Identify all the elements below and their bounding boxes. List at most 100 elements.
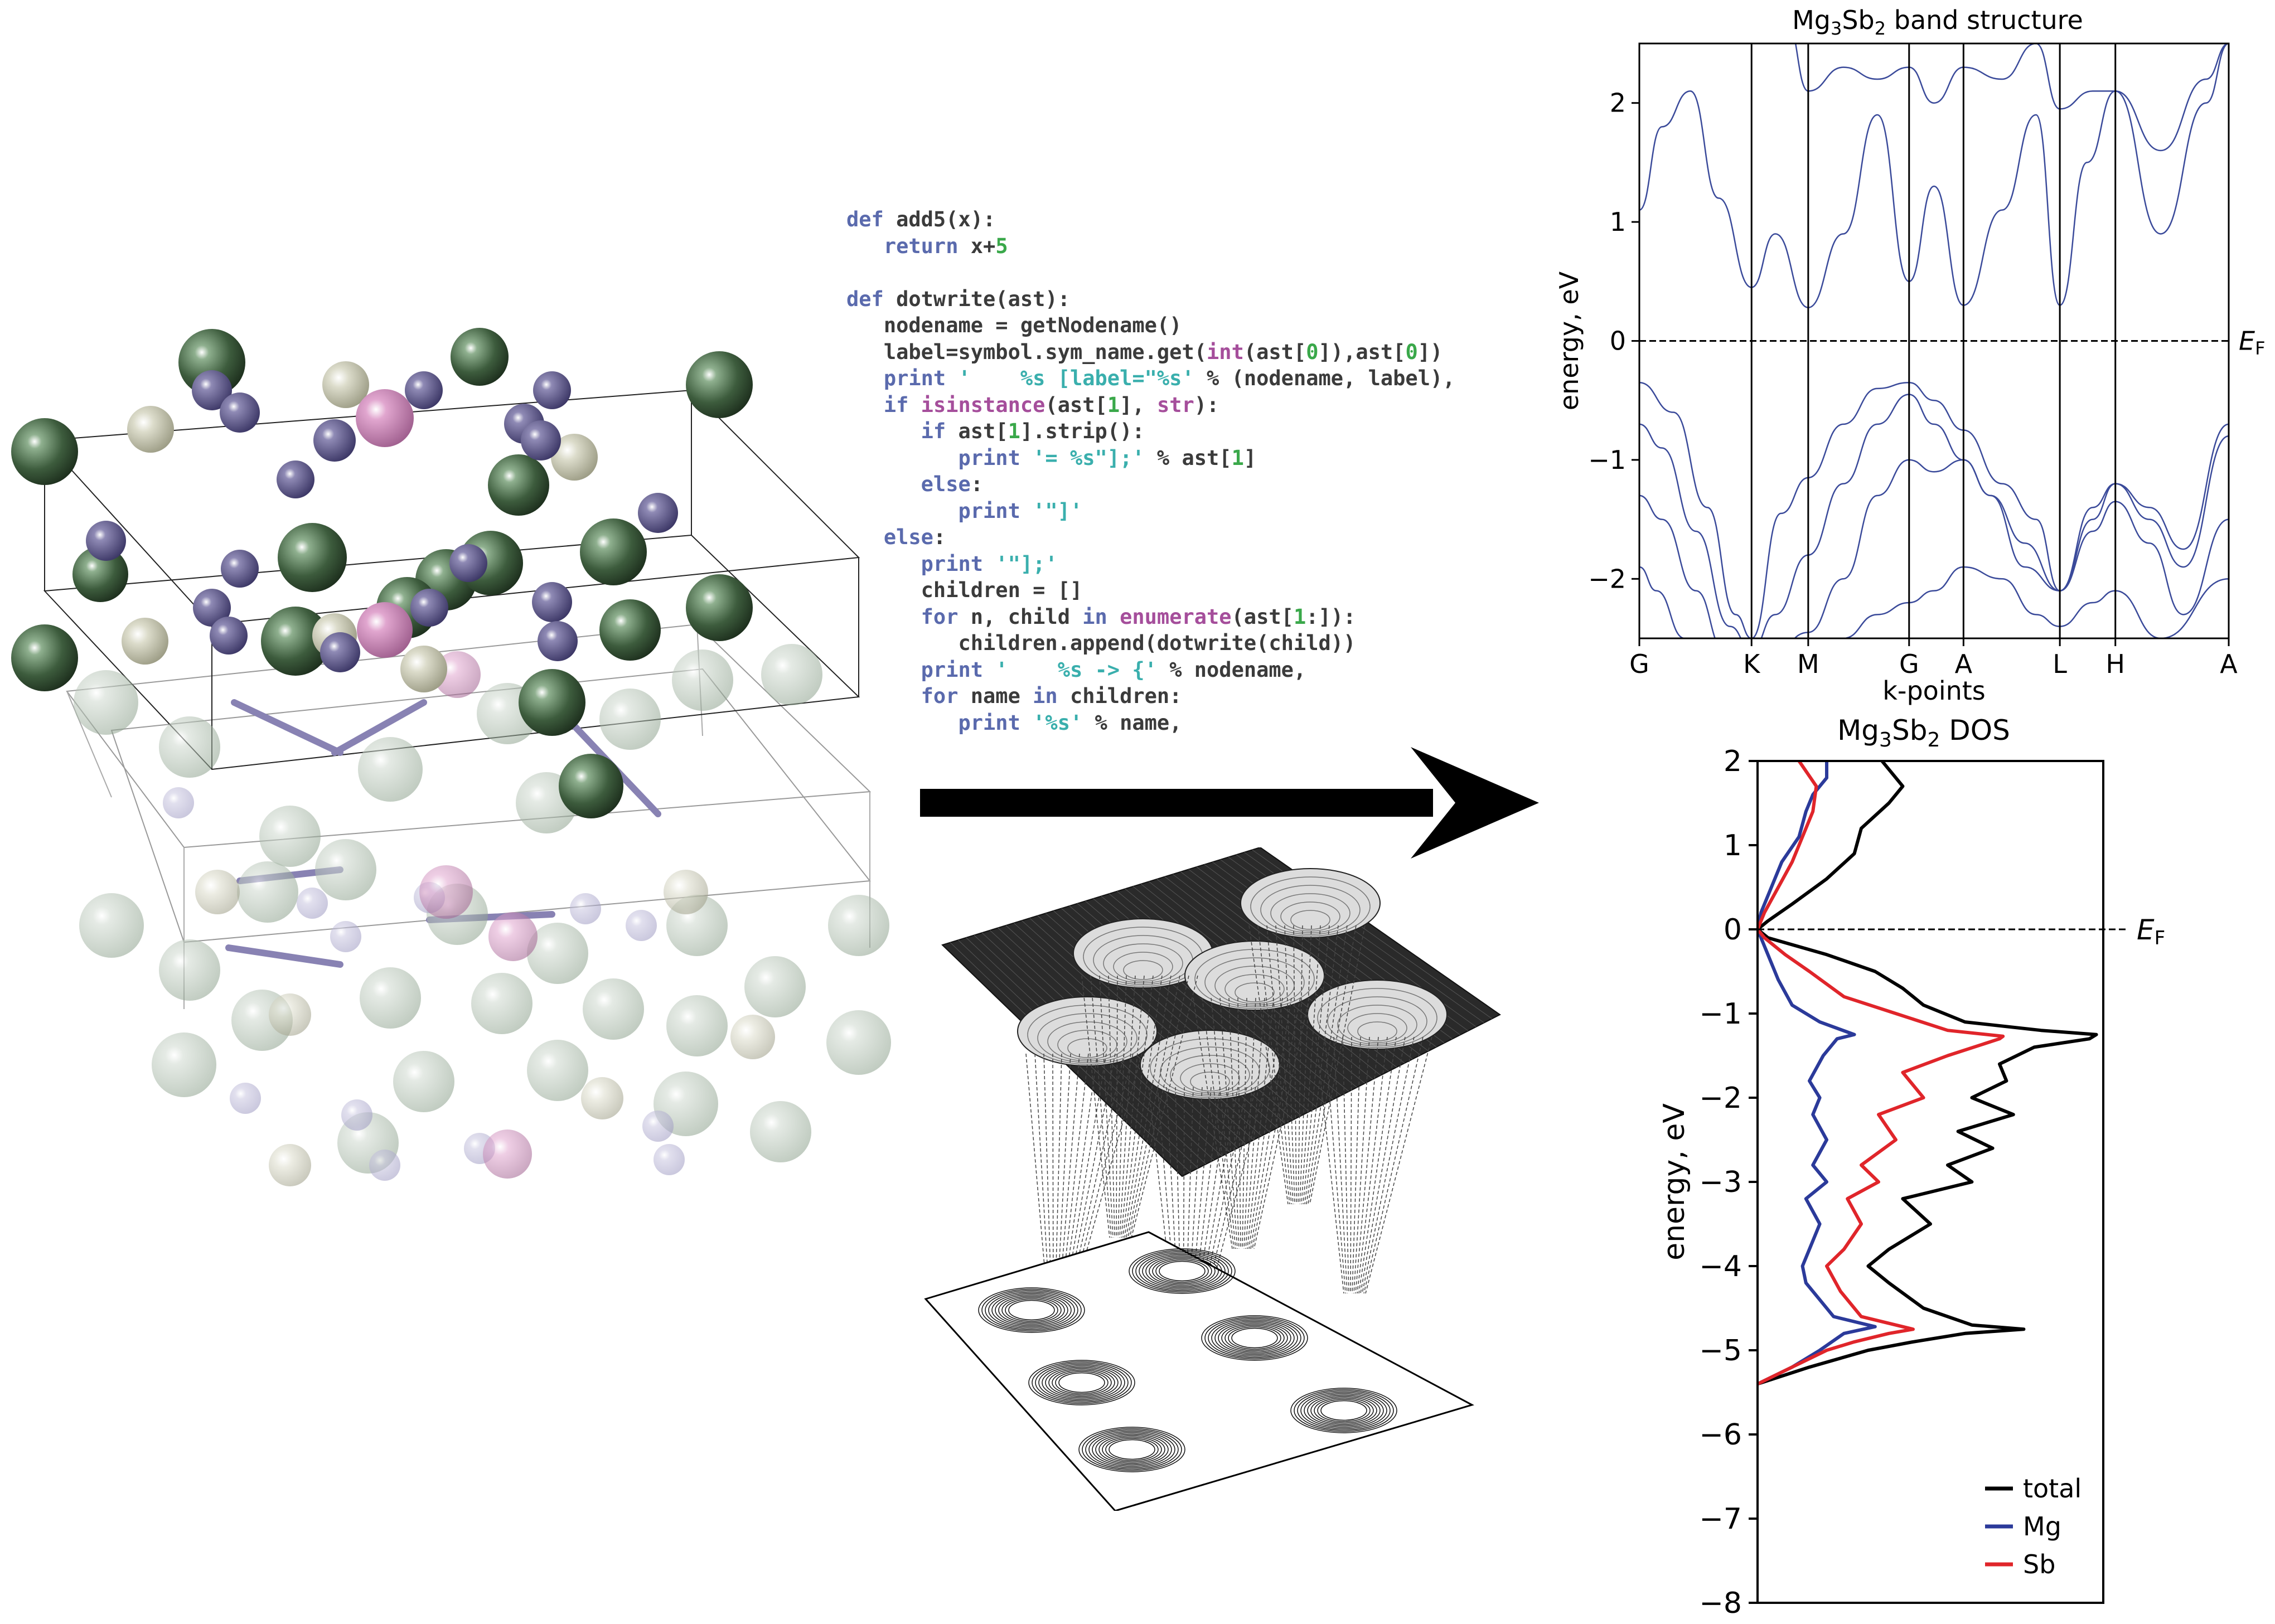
x-axis-label: k-points [1882,676,1986,706]
contour-ring [1082,1428,1182,1471]
well-opening [1140,1030,1280,1100]
code-line: children.append(dotwrite(child)) [846,630,1571,657]
contour-ring [1149,1257,1216,1286]
legend-label: total [2023,1473,2082,1504]
contour-ring [1314,1397,1374,1424]
atom [559,754,623,818]
code-token: if [921,419,946,443]
code-token: ' %s [label="%s' [946,366,1207,390]
code-token: 0 [1405,340,1418,364]
contour-ring [1307,1394,1381,1427]
y-tick-label: 1 [1724,829,1742,862]
code-token: '"]' [1020,498,1083,523]
funnel-line [1228,997,1240,1249]
funnel-line [1363,1036,1424,1294]
atom [369,1150,400,1181]
well-opening [1184,941,1325,1011]
atom [152,1032,216,1097]
y-tick-label: −2 [1699,1082,1742,1115]
code-token: for [921,684,959,708]
funnel-line [1119,975,1136,1238]
dos-line-mg [1758,761,1877,1386]
y-tick-label: −3 [1699,1166,1742,1199]
code-token: in [1033,684,1058,708]
fermi-label: EF [2137,914,2165,949]
code-token: '"];' [983,551,1058,576]
contour-ring [1028,1360,1135,1405]
y-tick-label: −1 [1699,997,1742,1031]
contour-center [1165,1264,1199,1278]
atom [320,632,360,672]
code-line: print ' %s -> {' % nodename, [846,657,1571,683]
bond [331,699,427,756]
funnel-line [1266,925,1292,1205]
contour-ring [1035,1363,1129,1403]
code-token [846,234,884,258]
contour-ring [1208,1318,1301,1358]
contour-center [1327,1404,1361,1417]
funnel-line [1358,1036,1397,1294]
code-token: ]) [1417,340,1443,364]
atom [127,406,174,453]
code-token: 1 [1107,392,1120,417]
code-token: x+ [958,234,996,258]
contour-ring [1135,1251,1229,1291]
code-token: enumerate [1120,604,1232,629]
atom [744,956,806,1017]
contour-ring [1139,1252,1226,1290]
funnel-line [1193,997,1233,1249]
funnel-line [1303,925,1330,1205]
atom [315,839,376,900]
contour-ring [1055,1371,1109,1394]
contour-ring [1228,1326,1281,1350]
atom [664,870,708,914]
fermi-label: EF [2239,326,2265,359]
funnel-line [1122,975,1154,1238]
contour-ring [1109,1439,1155,1460]
funnel-line [1362,1036,1415,1294]
y-axis-label: energy, eV [1658,1103,1691,1261]
code-token: : [970,472,984,496]
well-contour [1027,1005,1148,1065]
code-token [846,419,921,443]
well-contour [1327,996,1427,1046]
funnel-line [1293,925,1297,1205]
code-token: in [1082,604,1107,629]
funnel-line [1253,997,1310,1249]
y-tick-label: −8 [1699,1587,1742,1620]
funnel-line [1191,1087,1230,1339]
well-contour [1290,910,1330,930]
code-token [846,366,884,390]
funnel-line [1198,1087,1265,1339]
funnel-line [1243,997,1256,1249]
atom [322,361,369,408]
funnel-line [1116,975,1118,1238]
code-token: (ast[ [1231,604,1294,629]
funnel-line [1360,1036,1406,1294]
contour-ring [1152,1258,1212,1284]
funnel-line [1324,1036,1346,1294]
contour-ring [1297,1390,1391,1431]
atom [488,912,538,961]
code-token: :]): [1306,604,1356,629]
code-token: def [846,207,884,231]
funnel-line [1247,997,1274,1249]
code-token: '%s' [1020,710,1083,735]
funnel-line [1124,975,1163,1238]
contour-ring [1159,1261,1206,1282]
code-token: name [958,684,1033,708]
code-token: print [958,498,1020,523]
code-line: def dotwrite(ast): [846,286,1571,313]
funnel-line [1131,975,1198,1238]
well-contour [1037,1013,1138,1063]
contour-ring [1105,1438,1159,1461]
funnel-line [1252,997,1301,1249]
contour-ring [1142,1254,1222,1288]
atom [358,737,423,802]
well-contour [1113,952,1173,982]
funnel-line [1099,975,1114,1238]
contour-ring [1032,1361,1132,1404]
contour-ring [1042,1365,1122,1400]
x-tick-label: H [2105,649,2125,679]
atom [72,546,128,602]
